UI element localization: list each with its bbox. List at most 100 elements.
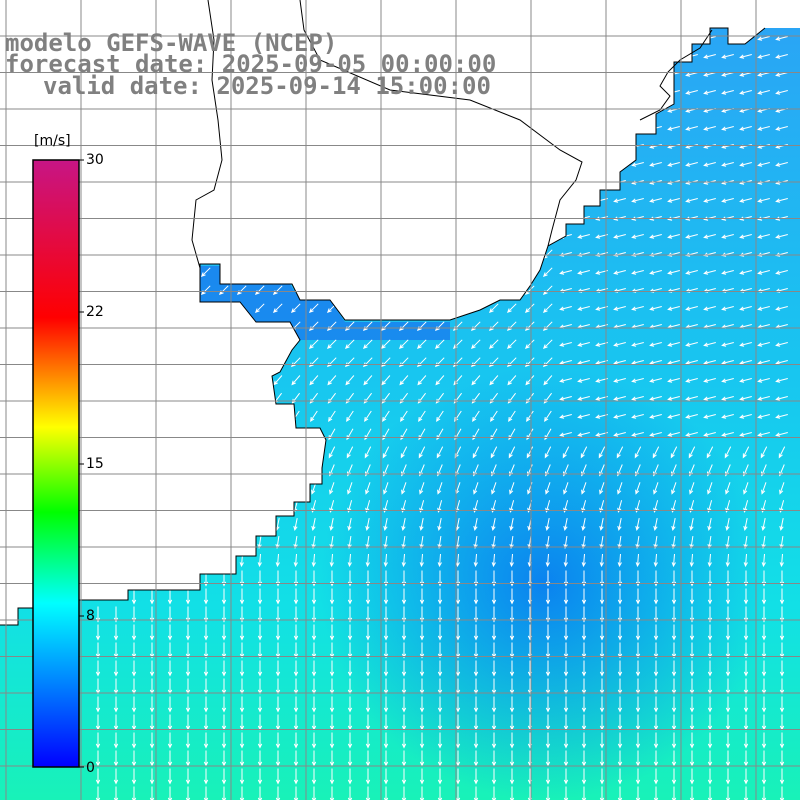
wind-arrow xyxy=(491,500,497,513)
wind-arrow xyxy=(757,396,770,401)
wind-arrow xyxy=(257,768,263,785)
wind-arrow xyxy=(724,446,732,459)
wind-arrow xyxy=(689,553,694,568)
wind-arrow xyxy=(653,500,659,513)
wind-arrow xyxy=(671,624,677,641)
wind-arrow xyxy=(203,642,209,659)
wind-arrow xyxy=(401,660,407,677)
wind-arrow xyxy=(347,588,353,605)
wind-arrow xyxy=(563,732,569,749)
wind-arrow xyxy=(311,768,317,785)
wind-arrow xyxy=(667,198,680,203)
wind-arrow xyxy=(418,410,426,422)
wind-arrow xyxy=(362,339,373,350)
wind-arrow xyxy=(599,553,604,568)
wind-arrow xyxy=(526,446,534,459)
wind-arrow xyxy=(635,482,641,495)
colorbar-tick-30: 30 xyxy=(86,152,104,168)
wind-arrow xyxy=(489,375,499,386)
wind-arrow xyxy=(347,732,353,749)
wind-arrow xyxy=(257,660,263,677)
wind-arrow xyxy=(545,624,551,641)
wind-arrow xyxy=(689,518,694,532)
wind-arrow xyxy=(365,786,371,800)
wind-arrow xyxy=(613,306,626,311)
wind-arrow xyxy=(667,432,680,437)
wind-arrow xyxy=(257,536,262,550)
wind-arrow xyxy=(347,518,352,532)
wind-arrow xyxy=(631,270,644,275)
wind-arrow xyxy=(725,660,731,677)
wind-arrow xyxy=(613,378,626,383)
wind-arrow xyxy=(257,642,263,659)
wind-arrow xyxy=(329,606,335,623)
wind-arrow xyxy=(703,414,716,419)
wind-arrow xyxy=(725,606,731,623)
wind-arrow xyxy=(221,696,227,713)
wind-arrow xyxy=(95,786,101,800)
wind-arrow xyxy=(649,342,662,347)
wind-arrow xyxy=(185,768,191,785)
wind-arrow xyxy=(703,378,716,383)
wind-arrow xyxy=(757,270,770,275)
wind-arrow xyxy=(581,500,587,513)
wind-arrow xyxy=(779,786,785,800)
wind-arrow xyxy=(634,446,642,459)
wind-arrow xyxy=(685,432,698,437)
wind-arrow xyxy=(544,410,552,422)
wind-arrow xyxy=(613,432,626,437)
wind-arrow xyxy=(739,54,752,59)
wind-arrow xyxy=(525,375,535,386)
wind-arrow xyxy=(455,660,461,677)
wind-arrow xyxy=(653,768,659,785)
wind-arrow xyxy=(293,696,299,713)
wind-arrow xyxy=(437,642,443,659)
wind-arrow xyxy=(257,786,263,800)
wind-arrow xyxy=(329,624,335,641)
wind-arrow xyxy=(473,624,479,641)
wind-arrow xyxy=(739,414,752,419)
coastline xyxy=(0,0,766,626)
wind-arrow xyxy=(545,696,551,713)
wind-arrow xyxy=(743,588,749,605)
wind-arrow xyxy=(689,768,695,785)
wind-arrow xyxy=(545,606,551,623)
wind-arrow xyxy=(311,624,317,641)
wind-arrow xyxy=(743,642,749,659)
wind-arrow xyxy=(95,642,101,659)
wind-arrow xyxy=(775,414,788,419)
wind-arrow xyxy=(685,396,698,401)
wind-arrow xyxy=(653,642,659,659)
wind-arrow xyxy=(580,446,588,459)
wind-arrow xyxy=(635,536,640,550)
wind-arrow xyxy=(131,624,137,641)
wind-arrow xyxy=(581,553,586,568)
wind-arrow xyxy=(308,303,319,314)
wind-arrow xyxy=(491,768,497,785)
wind-arrow xyxy=(739,396,752,401)
wind-arrow xyxy=(706,446,714,459)
wind-arrow xyxy=(689,660,695,677)
wind-arrow xyxy=(653,606,659,623)
wind-arrow xyxy=(364,446,372,459)
wind-arrow xyxy=(779,606,785,623)
wind-arrow xyxy=(524,303,535,314)
wind-arrow xyxy=(345,375,355,386)
wind-arrow xyxy=(635,768,641,785)
wind-arrow xyxy=(221,768,227,785)
wind-arrow xyxy=(616,446,624,459)
wind-arrow xyxy=(149,768,155,785)
wind-arrow xyxy=(437,553,442,568)
wind-arrow xyxy=(631,234,644,239)
wind-arrow xyxy=(581,536,586,550)
wind-arrow xyxy=(775,234,788,239)
wind-arrow xyxy=(779,536,784,550)
wind-arrow xyxy=(221,660,227,677)
wind-arrow xyxy=(401,642,407,659)
wind-arrow xyxy=(347,696,353,713)
wind-arrow xyxy=(742,446,750,459)
wind-arrow xyxy=(617,660,623,677)
wind-arrow xyxy=(703,270,716,275)
wind-arrow xyxy=(689,588,695,605)
